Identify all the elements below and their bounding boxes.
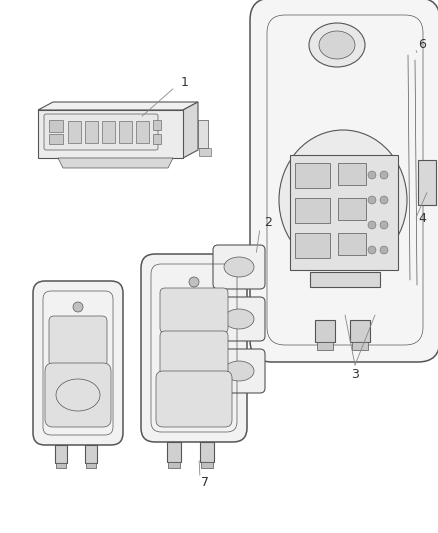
Bar [136, 121, 149, 143]
FancyBboxPatch shape [33, 281, 123, 445]
Bar [295, 198, 330, 223]
Polygon shape [58, 158, 173, 168]
Text: 6: 6 [418, 37, 426, 51]
Ellipse shape [73, 302, 83, 312]
Bar [338, 163, 366, 185]
Bar [55, 445, 67, 463]
Bar [290, 155, 398, 270]
Ellipse shape [279, 130, 407, 270]
Bar [68, 121, 81, 143]
Bar [310, 272, 380, 287]
Ellipse shape [319, 31, 355, 59]
Bar [153, 120, 161, 130]
Ellipse shape [224, 361, 254, 381]
Bar [49, 120, 63, 132]
Bar [418, 160, 436, 205]
Bar [56, 463, 66, 468]
Text: 4: 4 [418, 212, 426, 224]
Bar [338, 198, 366, 220]
Bar [199, 148, 211, 156]
Ellipse shape [309, 23, 365, 67]
Ellipse shape [380, 171, 388, 179]
FancyBboxPatch shape [213, 349, 265, 393]
Ellipse shape [189, 277, 199, 287]
Ellipse shape [224, 309, 254, 329]
Bar [352, 342, 368, 350]
Ellipse shape [380, 221, 388, 229]
Bar [295, 163, 330, 188]
Bar [168, 462, 180, 468]
Ellipse shape [368, 196, 376, 204]
Text: 7: 7 [201, 477, 209, 489]
Polygon shape [38, 110, 183, 158]
FancyBboxPatch shape [141, 254, 247, 442]
Bar [198, 120, 208, 148]
Ellipse shape [368, 246, 376, 254]
FancyBboxPatch shape [160, 288, 228, 333]
Ellipse shape [368, 171, 376, 179]
FancyBboxPatch shape [160, 331, 228, 376]
Bar [295, 233, 330, 258]
Bar [86, 463, 96, 468]
Bar [85, 445, 97, 463]
Polygon shape [183, 102, 198, 158]
Bar [350, 320, 370, 342]
Ellipse shape [368, 221, 376, 229]
Ellipse shape [380, 246, 388, 254]
Text: 1: 1 [181, 77, 189, 90]
FancyBboxPatch shape [250, 0, 438, 362]
Text: 2: 2 [264, 215, 272, 229]
Bar [200, 442, 214, 462]
Text: 3: 3 [351, 368, 359, 382]
Ellipse shape [380, 196, 388, 204]
Bar [167, 442, 181, 462]
Bar [317, 342, 333, 350]
Bar [153, 134, 161, 144]
Bar [85, 121, 98, 143]
Bar [315, 320, 335, 342]
Ellipse shape [224, 257, 254, 277]
FancyBboxPatch shape [213, 297, 265, 341]
Polygon shape [38, 102, 198, 110]
FancyBboxPatch shape [45, 363, 111, 427]
FancyBboxPatch shape [49, 316, 107, 366]
FancyBboxPatch shape [44, 114, 158, 150]
Bar [201, 462, 213, 468]
Bar [119, 121, 132, 143]
Bar [102, 121, 115, 143]
Bar [49, 134, 63, 144]
FancyBboxPatch shape [156, 371, 232, 427]
FancyBboxPatch shape [213, 245, 265, 289]
Bar [338, 233, 366, 255]
